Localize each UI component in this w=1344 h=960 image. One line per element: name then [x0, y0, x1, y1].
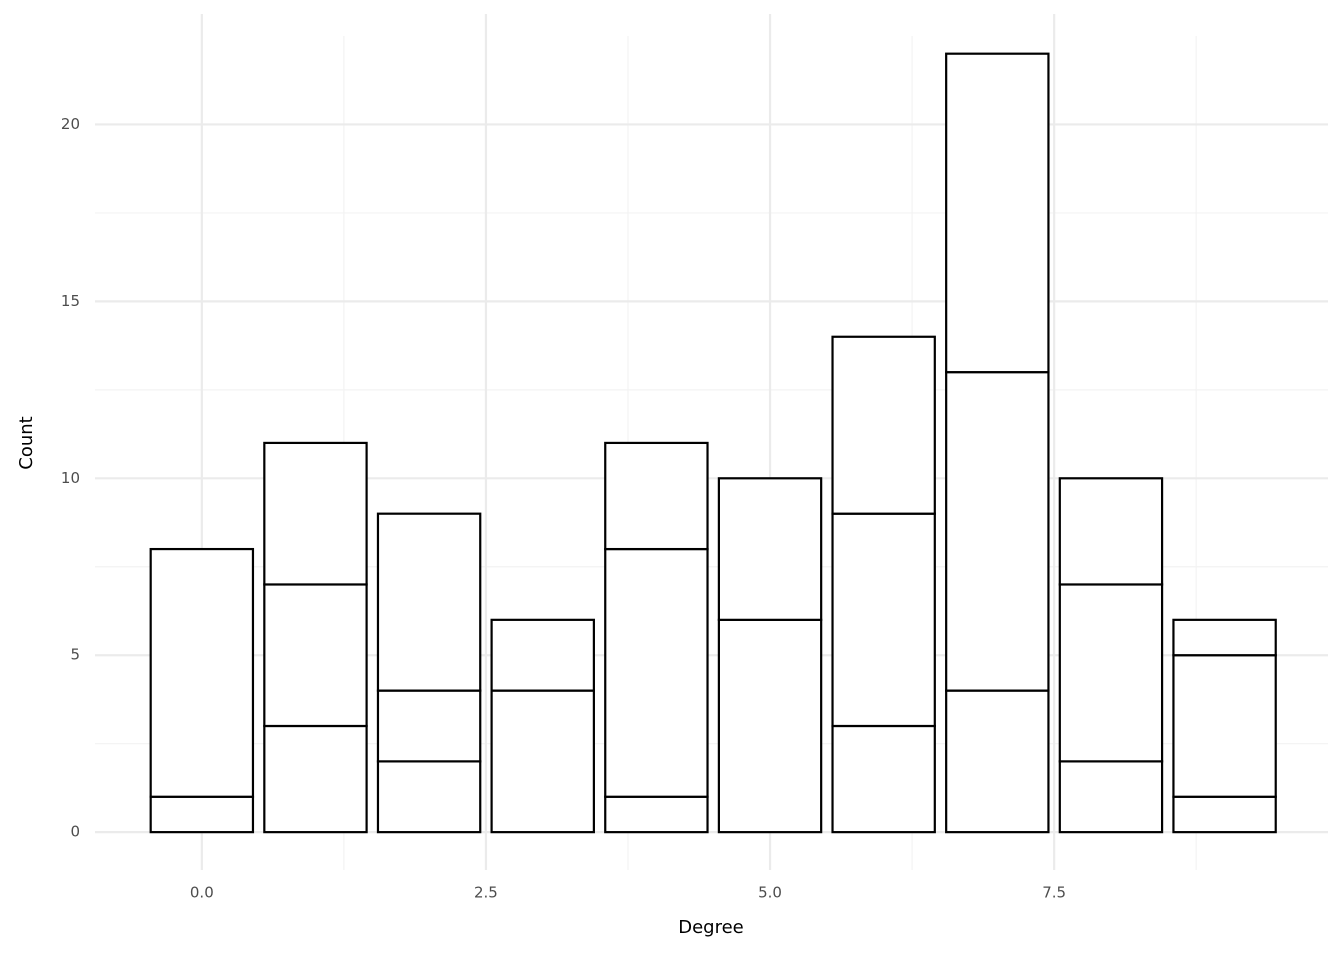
bar-segment [263, 441, 368, 586]
bar-segment [945, 371, 1050, 692]
bar-segment [831, 512, 936, 728]
y-tick-label: 20 [61, 115, 80, 133]
x-tick-label: 7.5 [1042, 884, 1066, 902]
bar-segment [717, 618, 823, 834]
y-tick-label: 5 [70, 646, 80, 664]
bar-segment [945, 52, 1050, 374]
bar-segment [1058, 477, 1164, 586]
bar-segment [945, 689, 1050, 834]
y-tick-label: 0 [70, 823, 80, 841]
bar-segment [490, 618, 595, 692]
bar-segment [831, 724, 936, 834]
bar-segment [604, 547, 709, 798]
bar-segment [1172, 795, 1277, 834]
bar-segment [149, 547, 255, 798]
bar-segment [1058, 760, 1164, 834]
x-axis-title: Degree [678, 917, 744, 938]
y-axis-title: Count [16, 416, 37, 469]
bar-segment [490, 689, 595, 834]
bar-segment [1172, 654, 1277, 798]
x-tick-label: 0.0 [190, 884, 214, 902]
bar-segment [1058, 583, 1164, 763]
bar-segment [604, 795, 709, 834]
bar-segment [376, 689, 482, 763]
bar-segment [831, 335, 936, 515]
y-tick-label: 15 [61, 292, 80, 310]
bar-segment [376, 512, 482, 692]
bar-segment [376, 760, 482, 834]
y-tick-label: 10 [61, 469, 80, 487]
bar-segment [1172, 618, 1277, 657]
bar-segment [604, 441, 709, 551]
bar-segment [263, 583, 368, 728]
bar-segment [149, 795, 255, 834]
x-tick-label: 5.0 [758, 884, 782, 902]
bar-segment [263, 724, 368, 834]
bar-segment [717, 477, 823, 621]
x-tick-label: 2.5 [474, 884, 498, 902]
